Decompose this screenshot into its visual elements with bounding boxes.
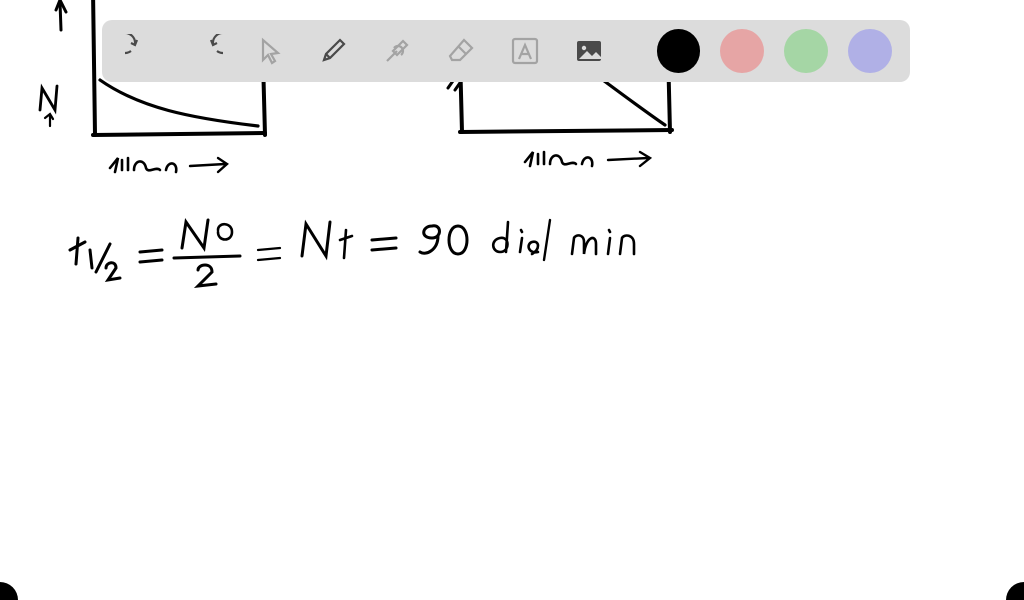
text-button[interactable] (503, 29, 547, 73)
color-swatch-green[interactable] (784, 29, 828, 73)
corner-decoration-left (0, 582, 18, 600)
image-icon (573, 35, 605, 67)
color-swatch-black[interactable] (657, 29, 701, 73)
color-swatch-purple[interactable] (848, 29, 892, 73)
eraser-button[interactable] (439, 29, 483, 73)
pen-button[interactable] (311, 29, 355, 73)
pointer-button[interactable] (248, 29, 292, 73)
eraser-icon (444, 34, 478, 68)
color-swatch-pink[interactable] (720, 29, 764, 73)
whiteboard-canvas[interactable] (0, 0, 1024, 600)
redo-button[interactable] (184, 29, 228, 73)
pointer-icon (255, 36, 285, 66)
text-icon (509, 35, 541, 67)
drawing-toolbar (102, 20, 910, 82)
undo-button[interactable] (120, 29, 164, 73)
redo-icon (189, 34, 223, 68)
tools-button[interactable] (375, 29, 419, 73)
undo-icon (125, 34, 159, 68)
image-button[interactable] (567, 29, 611, 73)
tools-icon (381, 35, 413, 67)
pen-icon (316, 34, 350, 68)
drawing-layer (0, 0, 1024, 600)
corner-decoration-right (1006, 582, 1024, 600)
